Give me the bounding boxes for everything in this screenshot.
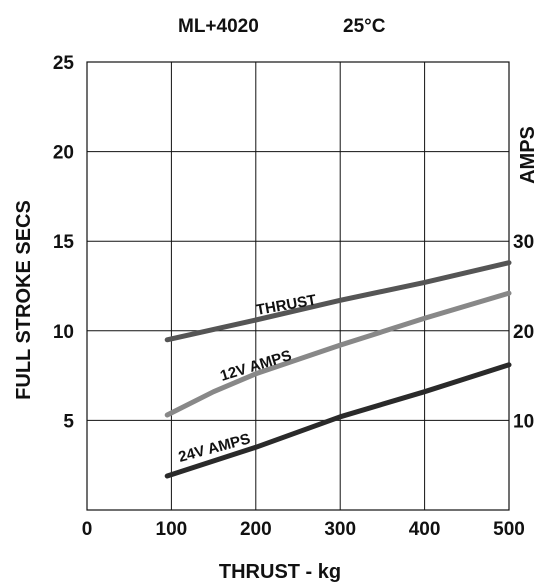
y-tick-label: 25: [53, 53, 75, 74]
x-tick-label: 200: [240, 519, 272, 540]
y2-tick-label: 30: [513, 232, 534, 253]
series-line-12v-amps: [164, 290, 512, 418]
temperature-label: 25°C: [343, 16, 386, 37]
x-tick-label: 0: [82, 519, 93, 540]
x-tick-label: 400: [409, 519, 441, 540]
y-tick-label: 20: [53, 143, 74, 164]
x-tick-label: 500: [493, 519, 525, 540]
series-line-24v-amps: [164, 362, 512, 479]
model-title: ML+4020: [178, 16, 259, 37]
y-axis-title: FULL STROKE SECS: [13, 200, 35, 400]
y2-tick-label: 20: [513, 322, 534, 343]
series-line-thrust: [164, 260, 512, 343]
y2-axis-title: AMPS: [517, 126, 539, 184]
x-tick-label: 100: [156, 519, 188, 540]
series-lines: [164, 260, 512, 479]
x-axis-title: THRUST - kg: [219, 561, 341, 583]
plot-frame: [86, 61, 510, 511]
y2-axis-ticks: 10 20 30: [513, 232, 534, 432]
x-tick-label: 300: [324, 519, 356, 540]
y-axis-ticks: 5 10 15 20 25: [53, 53, 75, 432]
y-tick-label: 5: [63, 411, 74, 432]
y-tick-label: 15: [53, 232, 75, 253]
y2-tick-label: 10: [513, 411, 534, 432]
y-tick-label: 10: [53, 322, 74, 343]
plot-grid: [87, 62, 509, 510]
x-axis-ticks: 0 100 200 300 400 500: [82, 519, 525, 540]
